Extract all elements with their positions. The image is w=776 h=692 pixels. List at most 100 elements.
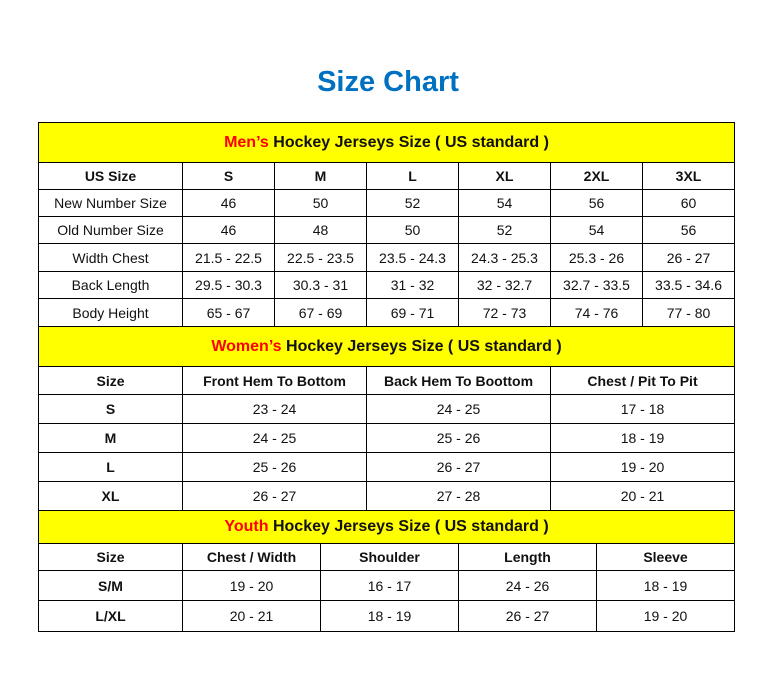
row-label: S xyxy=(38,394,183,424)
column-header: XL xyxy=(458,162,551,190)
table-cell: 19 - 20 xyxy=(549,452,736,482)
table-cell: 16 - 17 xyxy=(320,570,459,601)
table-cell: 22.5 - 23.5 xyxy=(274,243,367,272)
table-row: Width Chest 21.5 - 22.5 22.5 - 23.5 23.5 - … xyxy=(38,243,736,272)
section-highlight: Women’s xyxy=(211,337,282,355)
column-header: Size xyxy=(38,366,183,395)
table-cell: 26 - 27 xyxy=(182,481,367,511)
table-cell: 27 - 28 xyxy=(366,481,551,511)
table-cell: 54 xyxy=(458,189,551,217)
table-cell: 67 - 69 xyxy=(274,298,367,327)
table-cell: 52 xyxy=(458,216,551,244)
womens-section-header: Women’s Hockey Jerseys Size ( US standar… xyxy=(37,326,736,367)
youth-section-header: Youth Hockey Jerseys Size ( US standard … xyxy=(37,510,736,544)
table-cell: 32.7 - 33.5 xyxy=(550,271,643,299)
table-cell: 72 - 73 xyxy=(458,298,551,327)
table-cell: 18 - 19 xyxy=(595,570,736,601)
column-header: L xyxy=(366,162,459,190)
table-cell: 25.3 - 26 xyxy=(550,243,643,272)
table-cell: 19 - 20 xyxy=(595,600,736,632)
table-cell: 77 - 80 xyxy=(641,298,736,327)
table-row: New Number Size 46 50 52 54 56 60 xyxy=(38,189,736,217)
womens-size-table: Women’s Hockey Jerseys Size ( US standar… xyxy=(37,326,736,511)
page-title: Size Chart xyxy=(317,66,459,98)
column-header: S xyxy=(182,162,275,190)
row-label: Back Length xyxy=(38,271,183,299)
column-header: M xyxy=(274,162,367,190)
section-title: Hockey Jerseys Size ( US standard ) xyxy=(281,337,562,355)
column-header: US Size xyxy=(38,162,183,190)
mens-size-table: Men’s Hockey Jerseys Size ( US standard … xyxy=(37,122,736,327)
column-header: Shoulder xyxy=(320,543,459,571)
table-cell: 23 - 24 xyxy=(182,394,367,424)
column-header: Sleeve xyxy=(595,543,736,571)
row-label: Body Height xyxy=(38,298,183,327)
row-label: XL xyxy=(38,481,183,511)
row-label: New Number Size xyxy=(38,189,183,217)
row-label: L xyxy=(38,452,183,482)
table-cell: 26 - 27 xyxy=(458,600,597,632)
section-highlight: Youth xyxy=(224,518,269,535)
table-row: M 24 - 25 25 - 26 18 - 19 xyxy=(38,423,736,453)
table-cell: 54 xyxy=(550,216,643,244)
table-cell: 20 - 21 xyxy=(549,481,736,511)
table-row: XL 26 - 27 27 - 28 20 - 21 xyxy=(38,481,736,511)
column-header: 2XL xyxy=(550,162,643,190)
table-cell: 65 - 67 xyxy=(182,298,275,327)
table-row: Back Length 29.5 - 30.3 30.3 - 31 31 - 32 32… xyxy=(38,271,736,299)
column-header: Back Hem To Boottom xyxy=(366,366,551,395)
mens-section-header: Men’s Hockey Jerseys Size ( US standard … xyxy=(37,122,736,163)
row-label: M xyxy=(38,423,183,453)
table-cell: 24 - 25 xyxy=(366,394,551,424)
table-cell: 29.5 - 30.3 xyxy=(182,271,275,299)
column-header: Size xyxy=(38,543,183,571)
table-cell: 50 xyxy=(366,216,459,244)
column-header: Chest / Pit To Pit xyxy=(549,366,736,395)
column-header-row: US Size S M L XL 2XL 3XL xyxy=(38,162,736,190)
table-row: L/XL 20 - 21 18 - 19 26 - 27 19 - 20 xyxy=(38,600,736,632)
table-cell: 26 - 27 xyxy=(641,243,736,272)
table-cell: 18 - 19 xyxy=(320,600,459,632)
table-cell: 24.3 - 25.3 xyxy=(458,243,551,272)
table-cell: 23.5 - 24.3 xyxy=(366,243,459,272)
table-cell: 56 xyxy=(641,216,736,244)
table-cell: 20 - 21 xyxy=(182,600,321,632)
table-cell: 48 xyxy=(274,216,367,244)
table-cell: 74 - 76 xyxy=(550,298,643,327)
column-header: 3XL xyxy=(641,162,736,190)
table-cell: 18 - 19 xyxy=(549,423,736,453)
table-cell: 56 xyxy=(550,189,643,217)
table-cell: 19 - 20 xyxy=(182,570,321,601)
table-row: Body Height 65 - 67 67 - 69 69 - 71 72 - 73 7… xyxy=(38,298,736,327)
column-header: Front Hem To Bottom xyxy=(182,366,367,395)
table-cell: 21.5 - 22.5 xyxy=(182,243,275,272)
column-header-row: Size Front Hem To Bottom Back Hem To Boott… xyxy=(38,366,736,395)
table-cell: 25 - 26 xyxy=(182,452,367,482)
table-row: Old Number Size 46 48 50 52 54 56 xyxy=(38,216,736,244)
youth-size-table: Youth Hockey Jerseys Size ( US standard … xyxy=(37,510,736,632)
table-row: L 25 - 26 26 - 27 19 - 20 xyxy=(38,452,736,482)
table-cell: 25 - 26 xyxy=(366,423,551,453)
table-row: S/M 19 - 20 16 - 17 24 - 26 18 - 19 xyxy=(38,570,736,601)
table-cell: 52 xyxy=(366,189,459,217)
table-cell: 69 - 71 xyxy=(366,298,459,327)
table-cell: 26 - 27 xyxy=(366,452,551,482)
table-cell: 17 - 18 xyxy=(549,394,736,424)
table-cell: 24 - 26 xyxy=(458,570,597,601)
row-label: L/XL xyxy=(38,600,183,632)
table-cell: 32 - 32.7 xyxy=(458,271,551,299)
section-highlight: Men’s xyxy=(224,133,269,151)
table-cell: 60 xyxy=(641,189,736,217)
table-cell: 50 xyxy=(274,189,367,217)
row-label: S/M xyxy=(38,570,183,601)
table-cell: 31 - 32 xyxy=(366,271,459,299)
section-title: Hockey Jerseys Size ( US standard ) xyxy=(268,133,549,151)
row-label: Old Number Size xyxy=(38,216,183,244)
table-cell: 46 xyxy=(182,216,275,244)
size-chart: Men’s Hockey Jerseys Size ( US standard … xyxy=(37,122,736,632)
table-cell: 30.3 - 31 xyxy=(274,271,367,299)
column-header: Length xyxy=(458,543,597,571)
table-cell: 46 xyxy=(182,189,275,217)
column-header-row: Size Chest / Width Shoulder Length Sleeve xyxy=(38,543,736,571)
section-title: Hockey Jerseys Size ( US standard ) xyxy=(268,518,549,535)
